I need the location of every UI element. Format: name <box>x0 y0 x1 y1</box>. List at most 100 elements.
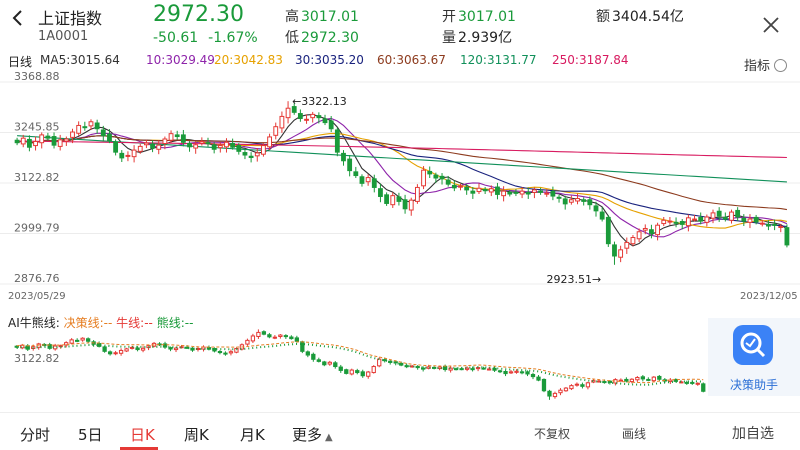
candle-down <box>513 191 519 194</box>
candle-down <box>433 174 439 179</box>
decision-line <box>16 341 704 384</box>
candle-up <box>125 154 131 157</box>
decision-assistant-label: 决策助手 <box>729 378 778 392</box>
sub-candle-up <box>596 380 602 383</box>
sub-candle-up <box>327 361 332 365</box>
candle-down <box>753 216 759 223</box>
ai-bull-bear-chart[interactable]: 3122.82 <box>0 326 708 408</box>
open-label: 开 <box>442 9 456 25</box>
sub-candle-up <box>618 379 624 382</box>
change-percent: -1.67% <box>208 30 258 46</box>
sub-candle-down <box>701 383 706 392</box>
candle-up <box>310 113 316 119</box>
candle-up <box>710 212 716 219</box>
sub-candle-down <box>305 351 310 356</box>
candle-down <box>698 216 704 222</box>
candle-down <box>248 155 254 158</box>
sub-candle-up <box>140 347 146 351</box>
sub-candle-down <box>85 338 91 342</box>
indicator-button[interactable]: 指标 <box>744 55 788 74</box>
candle-down <box>538 190 543 193</box>
bull-line-label: 牛线:-- <box>116 316 153 330</box>
candle-down <box>396 196 402 202</box>
ma5-value: MA5:3015.64 <box>40 53 120 67</box>
ma10-value: 10:3029.49 <box>146 53 215 67</box>
y-tick-label: 3245.85 <box>14 121 60 134</box>
candle-down <box>291 106 297 113</box>
candle-down <box>334 129 340 153</box>
drawing-button[interactable]: 画线 <box>622 427 647 441</box>
candle-up <box>704 216 710 223</box>
sub-candle-down <box>333 362 338 368</box>
fuquan-select[interactable]: 不复权 <box>534 427 571 441</box>
candle-down <box>82 126 88 129</box>
candle-down <box>550 191 556 197</box>
candle-up <box>759 222 765 225</box>
ma10-line <box>16 117 788 238</box>
tab-5day[interactable]: 5日 <box>78 426 103 444</box>
low-value: 2972.30 <box>301 30 359 46</box>
y-axis-labels: 3368.88 3245.85 3122.82 2999.79 2876.76 <box>14 72 60 285</box>
decision-assistant-button[interactable]: 决策助手 <box>708 318 800 396</box>
sub-candle-up <box>366 371 371 377</box>
sub-candle-up <box>377 358 382 367</box>
sub-candle-up <box>228 351 234 354</box>
sub-candle-down <box>481 367 486 370</box>
sub-candle-up <box>250 335 256 342</box>
open-quote: 开 3017.01 <box>442 6 516 26</box>
sub-candle-up <box>256 331 261 337</box>
candle-down <box>236 145 242 152</box>
sub-candle-down <box>541 378 547 392</box>
candle-down <box>612 244 617 257</box>
candle-up <box>217 145 223 149</box>
candle-down <box>439 175 445 180</box>
candle-down <box>51 136 57 146</box>
sub-candle-down <box>316 359 321 362</box>
candle-up <box>365 177 371 183</box>
tab-more[interactable]: 更多 ▲ <box>292 424 333 445</box>
candle-down <box>119 152 125 159</box>
sub-candle-down <box>492 367 497 371</box>
volume-quote: 量 2.939亿 <box>442 27 512 47</box>
tab-daily-k[interactable]: 日K <box>130 426 155 444</box>
candle-up <box>501 190 507 197</box>
candle-up <box>618 249 624 258</box>
candle-down <box>470 190 476 194</box>
tab-intraday[interactable]: 分时 <box>20 426 51 444</box>
sub-candle-down <box>646 378 651 381</box>
candle-down <box>378 188 383 197</box>
sub-candle-down <box>223 352 228 355</box>
candle-down <box>371 178 377 188</box>
candle-down <box>150 143 155 149</box>
sub-candle-down <box>624 378 629 382</box>
sub-candle-down <box>673 378 678 382</box>
candle-up <box>279 115 285 129</box>
candle-down <box>495 186 500 195</box>
candles <box>14 101 790 265</box>
back-arrow-icon[interactable] <box>8 8 28 28</box>
candle-down <box>673 221 679 224</box>
candle-down <box>649 229 654 234</box>
sub-candle-down <box>525 371 530 375</box>
sub-candle-down <box>107 351 113 355</box>
sub-candle-down <box>453 368 459 371</box>
add-watchlist-button[interactable]: 加自选 <box>732 426 774 442</box>
candle-up <box>642 227 648 231</box>
tab-weekly-k[interactable]: 周K <box>184 426 209 444</box>
candle-up <box>624 241 630 249</box>
ma30-line <box>16 135 787 228</box>
sub-candle-up <box>278 334 283 337</box>
candle-up <box>532 189 537 193</box>
sub-candle-up <box>64 342 69 346</box>
candle-down <box>113 141 119 153</box>
bear-line-label: 熊线:-- <box>156 316 194 330</box>
tab-monthly-k[interactable]: 月K <box>240 426 265 444</box>
kline-chart[interactable]: 3368.88 3245.85 3122.82 2999.79 2876.76 ←332… <box>0 72 800 304</box>
candle-up <box>458 185 463 188</box>
sub-candle-down <box>311 353 316 360</box>
y-tick-label: 2999.79 <box>14 222 60 235</box>
candle-up <box>747 218 753 223</box>
sub-candle-up <box>69 339 74 344</box>
candle-down <box>507 191 513 195</box>
close-icon[interactable] <box>762 16 780 34</box>
